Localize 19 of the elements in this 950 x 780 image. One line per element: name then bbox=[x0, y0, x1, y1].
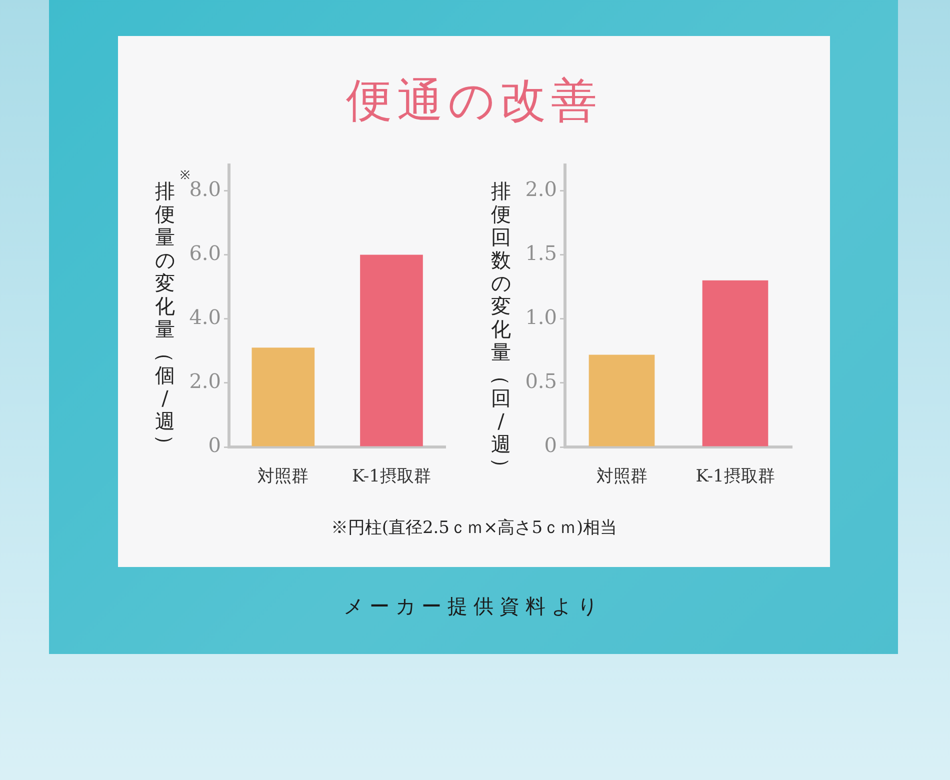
text: 排便回数の変化量（回/週） bbox=[490, 179, 514, 478]
y-tick-label: 0.5 bbox=[525, 369, 557, 394]
text: ※円柱(直径2.5ｃｍ×高さ5ｃｍ)相当 bbox=[330, 517, 618, 540]
y-tick-label: 0 bbox=[544, 433, 557, 458]
y-tick-label: 1.0 bbox=[525, 305, 557, 330]
y-tick-label: 6.0 bbox=[189, 240, 221, 265]
text: メーカー提供資料より bbox=[342, 593, 604, 620]
text: ※排便量の変化量（個/週） bbox=[154, 168, 190, 454]
y-tick-label: 4.0 bbox=[189, 305, 221, 330]
y-tick-label: 1.5 bbox=[525, 240, 557, 265]
y-tick-label: 2.0 bbox=[525, 176, 557, 201]
x-tick-label: 対照群 bbox=[258, 466, 309, 487]
x-tick-label: K-1摂取群 bbox=[352, 466, 432, 487]
y-tick-label: 0 bbox=[208, 433, 221, 458]
x-tick-label: K-1摂取群 bbox=[696, 466, 775, 487]
y-tick-label: 2.0 bbox=[189, 369, 221, 394]
chart-title: 便通の改善 bbox=[345, 72, 603, 129]
x-tick-label: 対照群 bbox=[596, 466, 648, 487]
y-tick-label: 8.0 bbox=[189, 176, 221, 201]
